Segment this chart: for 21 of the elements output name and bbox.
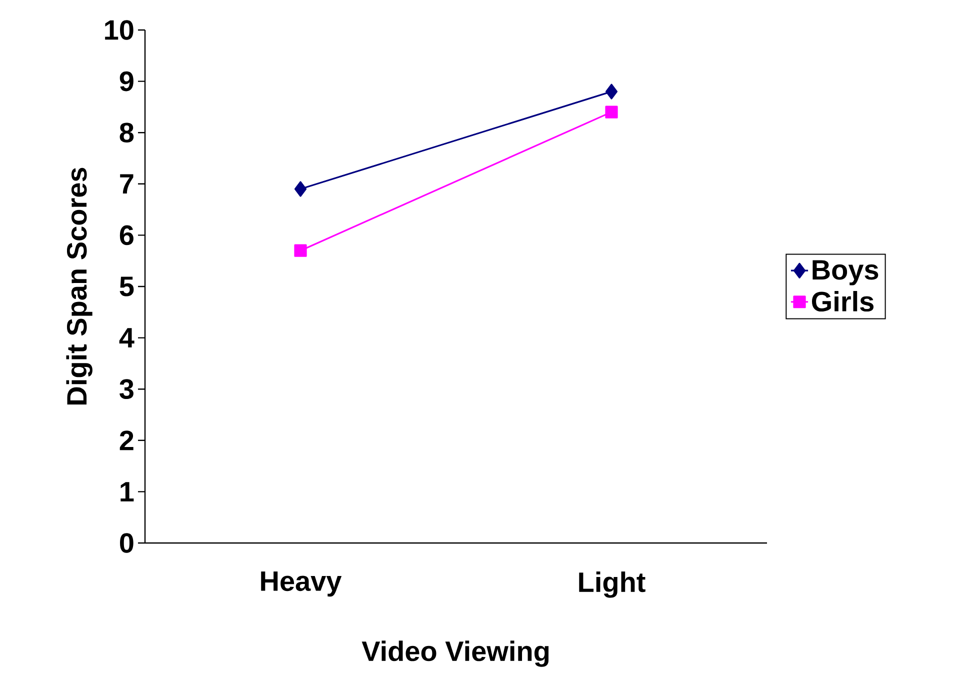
x-tick-label: Heavy: [261, 572, 342, 597]
x-tick-label: Light: [579, 572, 646, 598]
y-tick-label: 2: [120, 430, 134, 450]
y-tick-label: 3: [120, 379, 134, 400]
y-tick-label: 9: [120, 71, 134, 92]
x-axis-title: Video Viewing: [362, 640, 549, 667]
y-tick-label: 4: [119, 328, 134, 348]
legend-label: Girls: [812, 290, 874, 312]
y-tick-label: 7: [120, 174, 134, 194]
y-tick-label: 5: [120, 276, 134, 296]
y-tick-label: 1: [120, 482, 134, 502]
point: [605, 84, 618, 100]
point: [294, 181, 307, 197]
y-tick-label: 10: [105, 20, 134, 40]
y-tick-label: 8: [120, 122, 134, 143]
point: [294, 244, 307, 257]
y-tick-label: 6: [120, 225, 134, 246]
y-axis-title: Digit Span Scores: [66, 168, 92, 404]
y-tick-label: 0: [120, 533, 134, 553]
point: [605, 106, 618, 118]
legend-label: Boys: [812, 260, 878, 286]
